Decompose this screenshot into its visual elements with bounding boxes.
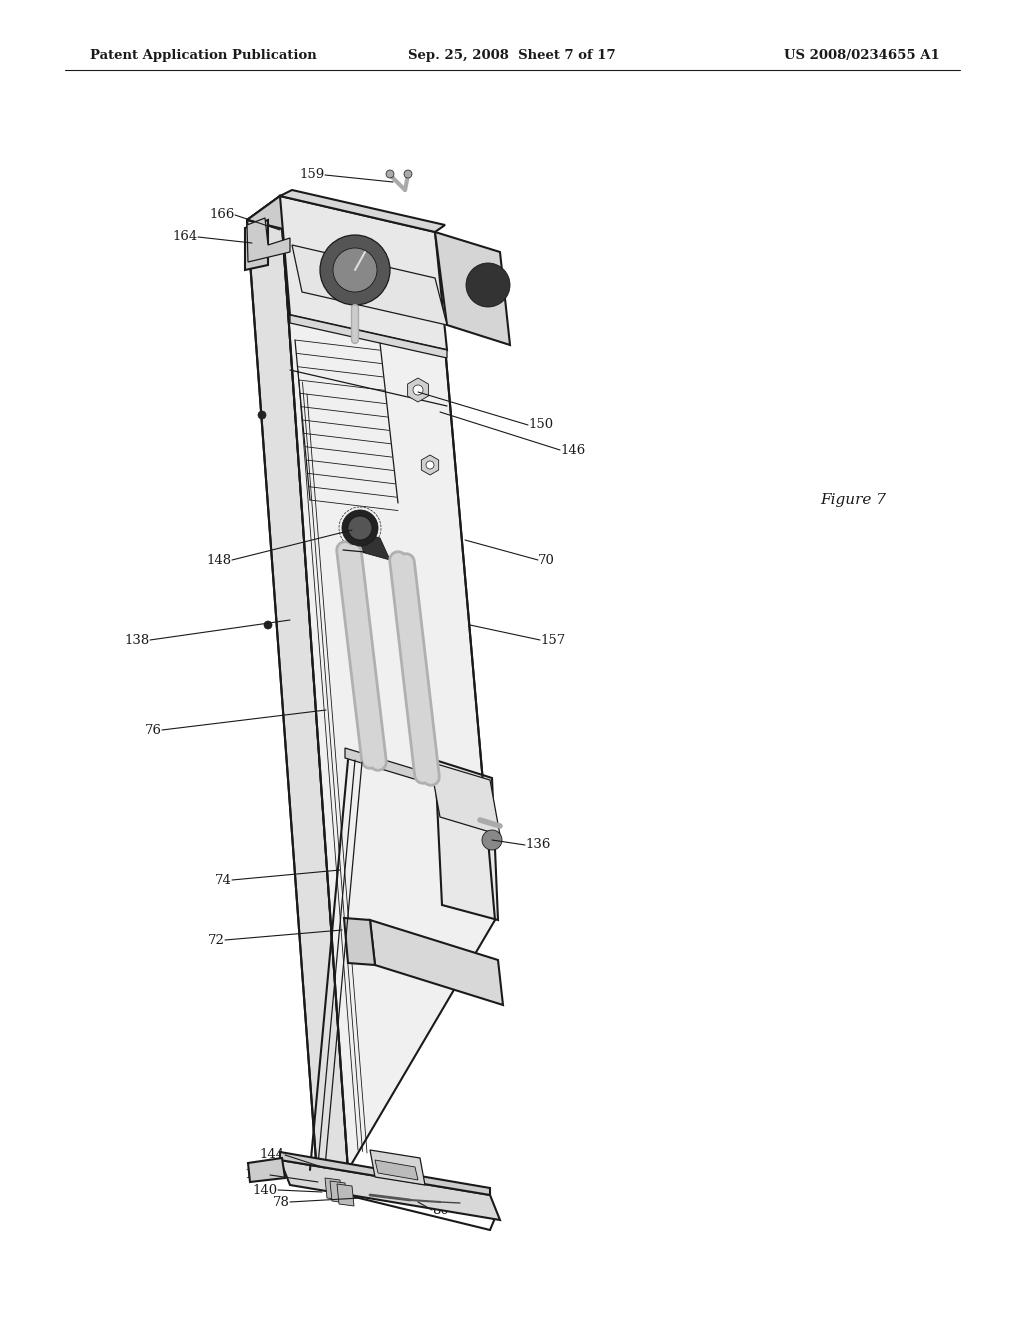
Text: Figure 7: Figure 7: [820, 492, 886, 507]
Polygon shape: [280, 195, 447, 350]
Circle shape: [482, 830, 502, 850]
Circle shape: [342, 510, 378, 546]
Circle shape: [333, 248, 377, 292]
Polygon shape: [280, 1152, 490, 1195]
Text: 148: 148: [207, 553, 232, 566]
Text: 150: 150: [528, 418, 553, 432]
Text: 76: 76: [145, 723, 162, 737]
Polygon shape: [280, 195, 495, 1170]
Text: 80: 80: [432, 1204, 449, 1217]
Polygon shape: [247, 195, 348, 1188]
Text: 74: 74: [215, 874, 232, 887]
Polygon shape: [248, 1158, 285, 1181]
Text: 78: 78: [273, 1196, 290, 1209]
Polygon shape: [290, 315, 447, 358]
Text: 72: 72: [208, 933, 225, 946]
Text: 136: 136: [525, 838, 550, 851]
Circle shape: [413, 385, 423, 395]
Polygon shape: [337, 1184, 354, 1206]
Polygon shape: [375, 1160, 418, 1180]
Text: 157: 157: [540, 634, 565, 647]
Circle shape: [404, 170, 412, 178]
Polygon shape: [344, 528, 390, 560]
Text: 138: 138: [125, 634, 150, 647]
Polygon shape: [247, 195, 435, 257]
Circle shape: [264, 620, 272, 630]
Text: 144: 144: [260, 1148, 285, 1162]
Polygon shape: [345, 748, 490, 803]
Polygon shape: [280, 1160, 500, 1220]
Text: 159: 159: [300, 169, 325, 181]
Circle shape: [348, 516, 372, 540]
Polygon shape: [280, 190, 445, 232]
Polygon shape: [430, 762, 500, 836]
Text: 70: 70: [538, 553, 555, 566]
Polygon shape: [245, 220, 268, 271]
Text: 146: 146: [560, 444, 586, 457]
Polygon shape: [292, 246, 447, 325]
Circle shape: [386, 170, 394, 178]
Polygon shape: [435, 760, 498, 920]
Text: 164: 164: [173, 231, 198, 243]
Polygon shape: [435, 232, 510, 345]
Polygon shape: [247, 218, 290, 261]
Text: 166: 166: [210, 209, 234, 222]
Text: 142: 142: [245, 1168, 270, 1181]
Circle shape: [319, 235, 390, 305]
Polygon shape: [325, 1177, 342, 1200]
Polygon shape: [370, 920, 503, 1005]
Polygon shape: [370, 1150, 425, 1185]
Text: Sep. 25, 2008  Sheet 7 of 17: Sep. 25, 2008 Sheet 7 of 17: [409, 49, 615, 62]
Polygon shape: [330, 1181, 347, 1203]
Polygon shape: [344, 917, 375, 965]
Circle shape: [426, 461, 434, 469]
Text: Patent Application Publication: Patent Application Publication: [90, 49, 316, 62]
Text: US 2008/0234655 A1: US 2008/0234655 A1: [784, 49, 940, 62]
Circle shape: [258, 411, 266, 418]
Circle shape: [466, 263, 510, 308]
Text: 140: 140: [253, 1184, 278, 1196]
